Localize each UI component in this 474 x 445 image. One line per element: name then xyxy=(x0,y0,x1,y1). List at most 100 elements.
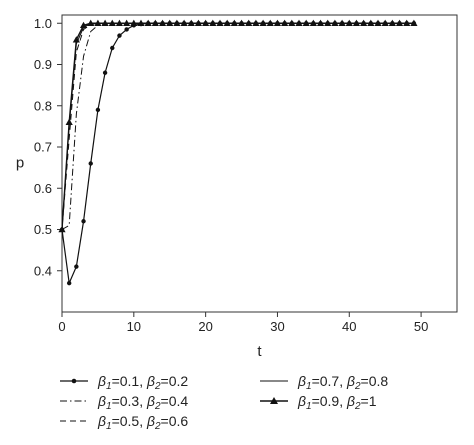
x-tick-label: 50 xyxy=(414,319,428,334)
x-tick-label: 30 xyxy=(270,319,284,334)
legend: β1=0.1, β2=0.2β1=0.3, β2=0.4β1=0.5, β2=0… xyxy=(60,373,388,432)
legend-entry: β1=0.3, β2=0.4 xyxy=(60,393,188,412)
legend-entry: β1=0.5, β2=0.6 xyxy=(60,413,188,432)
x-tick-label: 10 xyxy=(127,319,141,334)
data-point xyxy=(237,19,246,26)
data-point xyxy=(95,107,101,113)
ticks: 0 10 20 30 40 50 0.4 0.5 0.6 0.7 0.8 0.9 1.0 xyxy=(34,16,428,334)
data-point xyxy=(180,19,188,26)
data-point xyxy=(194,19,203,26)
data-point xyxy=(223,19,231,26)
data-point xyxy=(187,19,195,26)
legend-label: β1=0.5, β2=0.6 xyxy=(97,413,188,432)
data-point xyxy=(72,36,80,43)
data-point xyxy=(137,19,145,26)
axes xyxy=(61,14,458,313)
series-line xyxy=(61,22,414,230)
data-point xyxy=(166,19,174,26)
series-3 xyxy=(61,22,414,230)
data-point xyxy=(130,19,138,26)
series-line xyxy=(61,22,414,230)
data-point xyxy=(173,19,181,26)
data-point xyxy=(381,19,389,26)
data-point xyxy=(331,19,339,26)
legend-label: β1=0.9, β2=1 xyxy=(297,393,377,412)
data-point xyxy=(352,19,361,26)
data-point xyxy=(88,161,93,166)
data-point xyxy=(74,264,79,269)
y-tick-label: 1.0 xyxy=(34,16,52,31)
data-point xyxy=(345,19,353,26)
data-point xyxy=(309,19,317,26)
series-4 xyxy=(61,22,414,230)
data-point xyxy=(273,19,282,26)
legend-label: β1=0.3, β2=0.4 xyxy=(97,393,188,412)
y-tick-label: 0.9 xyxy=(34,57,52,72)
data-point xyxy=(108,19,116,26)
data-point xyxy=(65,118,73,125)
x-tick-label: 40 xyxy=(342,319,356,334)
data-point xyxy=(324,19,332,26)
data-point xyxy=(295,19,303,26)
legend-label: β1=0.1, β2=0.2 xyxy=(97,373,188,392)
data-point xyxy=(209,19,217,26)
data-point xyxy=(117,33,122,38)
data-point xyxy=(79,21,88,29)
data-point xyxy=(124,27,129,32)
legend-label: β1=0.7, β2=0.8 xyxy=(297,373,388,392)
series-line xyxy=(61,22,414,230)
data-point xyxy=(202,19,210,26)
data-point xyxy=(395,19,404,26)
data-point xyxy=(110,45,115,51)
data-point xyxy=(360,19,368,26)
data-point xyxy=(252,19,260,26)
data-point xyxy=(270,397,278,404)
data-point xyxy=(158,19,167,26)
data-point xyxy=(230,19,238,26)
data-point xyxy=(58,225,66,233)
data-point xyxy=(388,19,396,26)
data-point xyxy=(410,19,418,26)
series-layer xyxy=(58,19,418,286)
data-point xyxy=(338,19,346,26)
data-point xyxy=(102,70,108,75)
series-5 xyxy=(58,19,418,233)
y-tick-label: 0.8 xyxy=(34,98,52,113)
y-tick-label: 0.6 xyxy=(34,181,52,196)
data-point xyxy=(115,19,124,26)
data-point xyxy=(374,19,382,26)
data-point xyxy=(101,19,109,26)
data-point xyxy=(81,219,86,224)
legend-entry: β1=0.7, β2=0.8 xyxy=(260,373,388,392)
x-tick-label: 0 xyxy=(58,319,65,334)
data-point xyxy=(144,19,152,26)
data-point xyxy=(259,19,267,26)
series-2 xyxy=(61,22,414,230)
series-1 xyxy=(59,21,417,286)
y-axis-label: p xyxy=(16,155,24,172)
data-point xyxy=(403,19,411,26)
data-point xyxy=(266,19,274,26)
y-tick-label: 0.7 xyxy=(34,140,52,155)
data-point xyxy=(123,19,131,26)
data-point xyxy=(66,280,72,286)
legend-entry: β1=0.1, β2=0.2 xyxy=(60,373,188,392)
data-point xyxy=(316,19,325,26)
data-point xyxy=(367,19,375,26)
legend-entry: β1=0.9, β2=1 xyxy=(260,393,377,412)
data-point xyxy=(151,19,159,26)
data-point xyxy=(302,19,310,26)
y-tick-label: 0.4 xyxy=(34,263,52,278)
data-point xyxy=(94,19,102,26)
data-point xyxy=(87,19,95,26)
data-point xyxy=(288,19,296,26)
x-axis-label: t xyxy=(257,343,262,360)
data-point xyxy=(216,19,224,26)
x-tick-label: 20 xyxy=(198,319,212,334)
data-point xyxy=(281,19,289,26)
plot-frame xyxy=(61,14,458,313)
series-line xyxy=(61,22,414,230)
series-line xyxy=(61,22,414,286)
y-tick-label: 0.5 xyxy=(34,222,52,237)
